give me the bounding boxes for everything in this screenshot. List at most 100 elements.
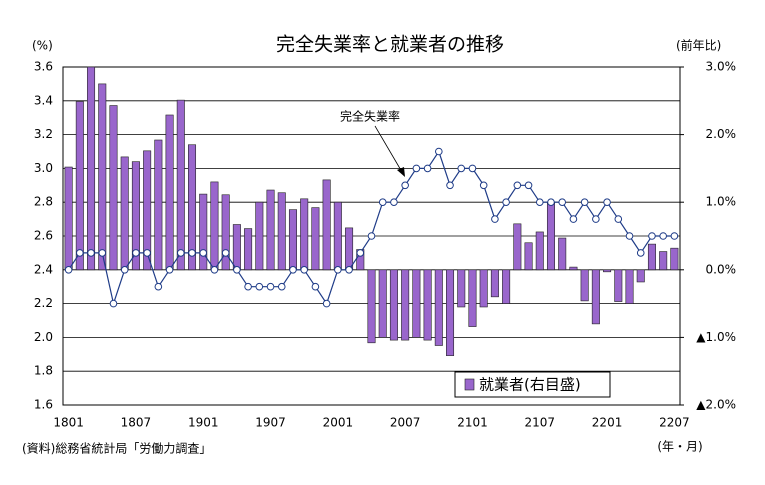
bar: [580, 269, 589, 302]
marker: [367, 232, 376, 240]
bar: [210, 181, 219, 271]
legend-swatch: [464, 378, 475, 391]
bar: [558, 237, 567, 271]
bar: [670, 247, 679, 271]
marker: [176, 249, 185, 257]
marker: [345, 266, 353, 274]
marker: [199, 249, 208, 257]
plot-frame: [62, 66, 681, 406]
bar: [569, 266, 578, 271]
x-tick-label: 2001: [323, 416, 354, 430]
bar: [479, 269, 488, 308]
bar: [188, 144, 197, 271]
bar: [434, 269, 443, 346]
bar: [345, 227, 354, 271]
marker: [277, 282, 286, 291]
bar: [490, 269, 499, 298]
marker: [659, 232, 667, 240]
y-tick-label: 3.6: [34, 60, 53, 74]
marker: [334, 266, 342, 274]
y-tick-label: 3.0: [34, 161, 53, 175]
marker: [569, 215, 578, 223]
bar: [524, 242, 533, 271]
y2-axis-label: (前年比): [676, 38, 721, 53]
marker: [648, 232, 656, 240]
bar: [131, 161, 140, 271]
marker: [266, 282, 275, 291]
y-tick-label: 1.8: [34, 364, 53, 378]
marker: [233, 266, 241, 274]
marker: [636, 249, 645, 257]
y-tick-label: 2.8: [34, 195, 53, 209]
x-tick-label: 2101: [457, 416, 488, 430]
x-axis-label: (年・月): [657, 440, 702, 454]
y-tick-label: 3.4: [34, 93, 53, 107]
y-tick-label: 3.2: [34, 127, 53, 141]
marker: [435, 147, 443, 156]
bar: [300, 198, 309, 271]
bar: [614, 269, 623, 302]
marker: [535, 198, 544, 206]
marker: [109, 299, 118, 308]
marker: [244, 282, 252, 291]
x-tick-label: 1807: [121, 416, 152, 430]
bar: [412, 269, 421, 338]
bar: [647, 243, 656, 271]
bar: [625, 269, 634, 304]
marker: [502, 198, 510, 206]
marker: [412, 164, 421, 173]
marker: [558, 198, 567, 206]
source: (資料)総務省統計局「労働力調査」: [22, 441, 211, 456]
marker: [423, 164, 432, 173]
marker: [491, 215, 499, 223]
marker: [289, 266, 297, 274]
bar: [659, 251, 668, 271]
y-tick-label: 1.6: [34, 398, 53, 412]
bar: [367, 269, 376, 344]
marker: [547, 198, 555, 206]
bar: [232, 224, 241, 271]
bar: [535, 231, 544, 271]
marker: [592, 215, 600, 223]
y2-tick-label: 1.0%: [706, 195, 737, 209]
marker: [513, 181, 522, 190]
marker: [154, 282, 163, 291]
marker: [165, 266, 174, 274]
x-tick-label: 1801: [53, 416, 84, 430]
bar: [378, 269, 387, 338]
bar: [64, 166, 73, 271]
marker: [446, 181, 454, 190]
marker: [87, 249, 95, 257]
y2-tick-label: 2.0%: [706, 127, 737, 141]
bar: [143, 150, 152, 271]
x-tick-label: 2107: [524, 416, 555, 430]
y2-tick-label: 0.0%: [706, 262, 737, 276]
marker: [300, 266, 308, 274]
bar: [401, 269, 410, 341]
marker: [580, 198, 589, 206]
y2-tick-label: ▲1.0%: [696, 330, 736, 344]
marker: [457, 164, 466, 173]
marker: [378, 198, 387, 206]
bar: [591, 269, 600, 325]
bar: [277, 192, 286, 271]
x-tick-label: 2207: [659, 416, 690, 430]
marker: [401, 181, 409, 190]
bar: [288, 209, 297, 271]
marker: [390, 198, 398, 206]
x-tick-label: 2201: [592, 416, 623, 430]
bar: [109, 105, 118, 271]
x-tick-label: 2007: [390, 416, 421, 430]
bar: [389, 269, 398, 341]
marker: [120, 266, 129, 274]
bar: [98, 83, 107, 271]
bar: [457, 269, 466, 308]
arrow-head: [397, 167, 405, 177]
bar: [502, 269, 511, 304]
y-axis-label: (%): [32, 39, 53, 53]
marker: [210, 266, 219, 274]
bar: [468, 269, 477, 327]
marker: [255, 282, 264, 291]
marker: [524, 181, 533, 190]
